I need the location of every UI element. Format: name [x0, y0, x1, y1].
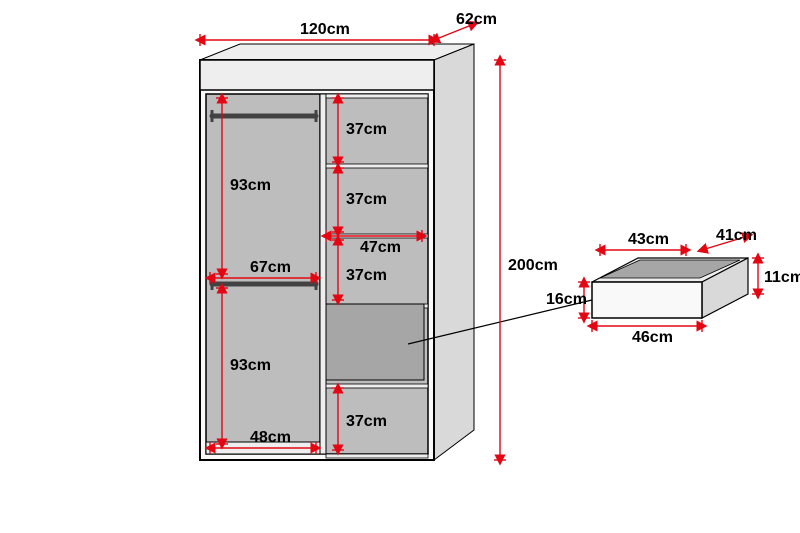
dim-label-s37c: 37cm	[346, 267, 387, 284]
dim-label-s47: 47cm	[360, 239, 401, 256]
dim-label-db11: 11cm	[764, 269, 800, 286]
dim-label-h93a: 93cm	[230, 177, 271, 194]
dim-label-s37b: 37cm	[346, 191, 387, 208]
dim-label-db46: 46cm	[632, 329, 673, 346]
dim-label-w67: 67cm	[250, 259, 291, 276]
dim-label-s37a: 37cm	[346, 121, 387, 138]
wardrobe	[200, 44, 474, 460]
dim-label-s37d: 37cm	[346, 413, 387, 430]
dim-label-h93b: 93cm	[230, 357, 271, 374]
dim-label-db16: 16cm	[546, 291, 587, 308]
dim-label-db41: 41cm	[716, 227, 757, 244]
dim-label-h200: 200cm	[508, 257, 558, 274]
dim-label-db43: 43cm	[628, 231, 669, 248]
dim-label-w120: 120cm	[300, 21, 350, 38]
dim-label-d62: 62cm	[456, 11, 497, 28]
wardrobe-dimension-diagram: 120cm 62cm 200cm 37cm 37cm 47cm 37cm 37cm 93cm 67…	[0, 0, 800, 533]
dim-label-w48: 48cm	[250, 429, 291, 446]
